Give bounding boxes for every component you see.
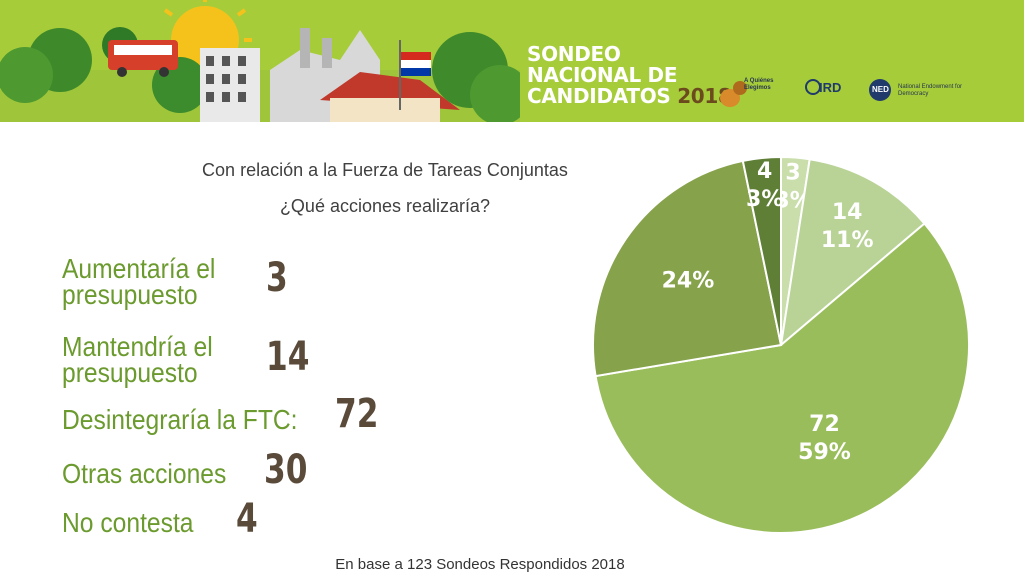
pie-slice: [592, 159, 783, 378]
pie-slice: [594, 222, 970, 534]
pie-slice: [741, 155, 782, 346]
row-label-line: presupuesto: [62, 279, 198, 310]
ird-logo: IRD: [805, 78, 853, 109]
pie-count-label: 14: [832, 200, 863, 225]
pie-count-label: 3: [785, 161, 800, 186]
banner-illustration: [0, 0, 520, 122]
row-label-desintegraria: Desintegraría la FTC:: [62, 404, 298, 435]
pie-percent-label: 59%: [798, 440, 851, 465]
banner-title: SONDEO NACIONAL DE CANDIDATOS 2018: [527, 44, 732, 107]
ned-logo: NED National Endowment for Democracy: [868, 78, 962, 107]
pie-count-label: 4: [757, 159, 772, 184]
pie-slice: [779, 158, 926, 348]
a-quienes-elegimos-logo: A Quiénes Elegimos: [718, 74, 788, 115]
pie-slice: [780, 155, 811, 346]
row-value-desintegraria: 72: [335, 391, 379, 437]
row-value-mantendria: 14: [266, 334, 310, 380]
pie-percent-label: 11%: [821, 228, 874, 253]
banner-title-line: SONDEO: [527, 42, 621, 66]
row-value-no-contesta: 4: [236, 496, 258, 542]
logo-text: A Quiénes Elegimos: [744, 78, 774, 91]
header-banner: SONDEO NACIONAL DE CANDIDATOS 2018 A Qui…: [0, 0, 1024, 122]
ned-icon: [869, 79, 891, 101]
logo-text: IRD: [819, 80, 842, 95]
pie-count-label: 72: [809, 412, 840, 437]
row-value-aumentaria: 3: [266, 255, 288, 301]
logo-caption: National Endowment for Democracy: [898, 84, 963, 97]
ird-icon: [805, 79, 821, 95]
question-line-1: Con relación a la Fuerza de Tareas Conju…: [202, 160, 568, 180]
row-label-line: Mantendría el: [62, 331, 213, 362]
banner-title-line: CANDIDATOS: [527, 84, 671, 108]
pie-percent-label: 3%: [774, 189, 811, 214]
pie-percent-label: 24%: [662, 268, 715, 293]
row-label-line: Desintegraría la FTC:: [62, 404, 298, 435]
pie-percent-label: 3%: [746, 187, 783, 212]
row-label-no-contesta: No contesta: [62, 507, 194, 538]
banner-title-year: 2018: [677, 84, 732, 108]
row-label-aumentaria: Aumentaría el presupuesto: [62, 253, 216, 310]
logo-text: NED: [872, 85, 889, 94]
row-label-line: No contesta: [62, 507, 194, 538]
a-quienes-elegimos-icon: [720, 81, 747, 107]
row-label-line: presupuesto: [62, 357, 198, 388]
row-label-otras: Otras acciones: [62, 458, 227, 489]
row-label-mantendria: Mantendría el presupuesto: [62, 331, 213, 388]
footnote: En base a 123 Sondeos Respondidos 2018: [335, 556, 625, 573]
question-line-2: ¿Qué acciones realizaría?: [279, 196, 491, 216]
row-value-otras: 30: [264, 447, 308, 493]
row-label-line: Otras acciones: [62, 458, 227, 489]
row-label-line: Aumentaría el: [62, 253, 216, 284]
banner-title-line: NACIONAL DE: [527, 63, 678, 87]
